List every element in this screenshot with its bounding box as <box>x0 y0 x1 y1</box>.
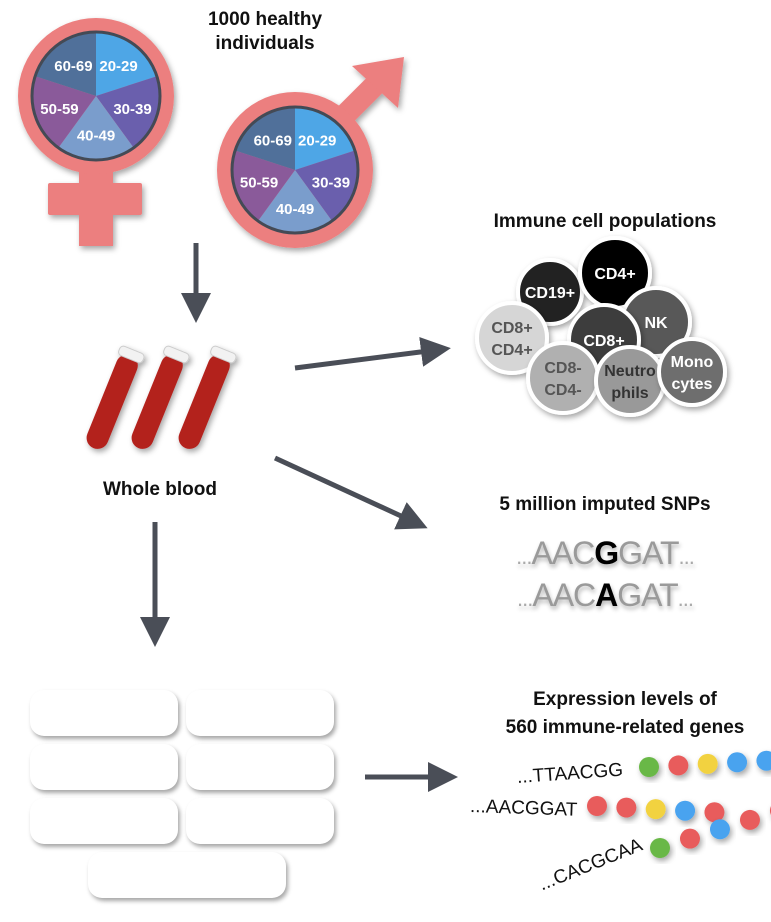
snp-sequence-2: ...AACAGAT... <box>517 577 694 613</box>
expression-bead <box>697 753 718 774</box>
age-label: 30-39 <box>113 101 151 118</box>
expression-bead <box>616 797 637 818</box>
pie-border <box>230 105 360 235</box>
cell-neutrophils: Neutro phils <box>594 345 666 417</box>
age-slice-50-59 <box>32 76 96 148</box>
stimulus-bcg: BCG <box>30 798 178 844</box>
svg-text:CD4+: CD4+ <box>594 266 635 283</box>
age-slice-60-69 <box>235 107 295 170</box>
svg-text:CD19+: CD19+ <box>525 285 575 302</box>
stimulus-e-coli: E. coli <box>30 690 178 736</box>
svg-text:CD8+: CD8+ <box>491 320 532 337</box>
cell-cd8-cd4-: CD8+ CD4+ <box>475 301 549 375</box>
age-slice-50-59 <box>232 150 295 221</box>
svg-text:Neutro: Neutro <box>604 363 656 380</box>
age-label: 20-29 <box>298 132 336 149</box>
snp-sequence-1: ...AACGGAT... <box>516 535 695 571</box>
snps-title: 5 million imputed SNPs <box>499 494 711 515</box>
expression-bead <box>679 828 700 849</box>
svg-text:CD8+: CD8+ <box>583 333 624 350</box>
expression-bead <box>756 750 771 771</box>
age-label: 40-49 <box>77 127 115 144</box>
svg-text:cytes: cytes <box>672 376 713 393</box>
age-label: 50-59 <box>40 101 78 118</box>
immune-title: Immune cell populations <box>493 211 717 232</box>
svg-text:CD8-: CD8- <box>544 360 581 377</box>
snp-variant: A <box>595 577 618 613</box>
svg-text:CD4+: CD4+ <box>491 342 532 359</box>
age-label: 50-59 <box>240 175 278 192</box>
age-slice-30-39 <box>96 76 161 148</box>
male-age-pie: 20-29 30-39 40-49 50-59 60-69 <box>230 105 360 235</box>
age-slice-60-69 <box>35 32 96 96</box>
expression-bead <box>727 752 748 773</box>
title-individuals: 1000 healthy individuals <box>207 9 323 54</box>
gene-sequence-2: ...AACGGAT <box>469 796 578 821</box>
age-slice-30-39 <box>295 150 358 221</box>
age-slice-20-29 <box>96 32 157 96</box>
expression-bead <box>668 755 689 776</box>
blood-tubes <box>86 345 237 449</box>
age-label: 60-69 <box>254 132 292 149</box>
cell-cd8-cd4-: CD8- CD4- <box>526 341 600 415</box>
age-label: 30-39 <box>312 175 350 192</box>
expression-title-line2: 560 immune-related genes <box>505 717 745 738</box>
age-label: 40-49 <box>276 201 314 218</box>
flow-arrows <box>140 243 458 792</box>
cell-cd19-: CD19+ <box>516 258 584 326</box>
stimulus-influenza: Influenza <box>186 744 334 790</box>
arrow-blood-to-cells <box>294 337 451 371</box>
expression-bead <box>739 809 760 830</box>
expression-bead <box>639 757 659 777</box>
age-label: 60-69 <box>54 58 92 75</box>
expression-bead <box>704 802 725 823</box>
stimulus-c-albicans: C. albicans <box>186 690 334 736</box>
immune-cells: CD19+CD4+NKCD8+CD4+CD8+CD8-CD4-Neutrophi… <box>475 236 727 417</box>
snp-variant: G <box>594 535 619 571</box>
female-age-pie: 20-29 30-39 40-49 50-59 60-69 <box>30 30 162 162</box>
age-label: 20-29 <box>99 58 137 75</box>
svg-text:Mono: Mono <box>671 354 714 371</box>
svg-text:NK: NK <box>644 315 668 332</box>
age-slice-20-29 <box>295 107 355 170</box>
expression-beads <box>587 750 771 858</box>
age-slice-40-49 <box>58 96 134 160</box>
cell-monocytes: Mono cytes <box>657 337 727 407</box>
arrow-blood-to-snps <box>273 455 428 530</box>
stimulus-s-aureus: S. aureus <box>30 744 178 790</box>
svg-text:CD4-: CD4- <box>544 382 581 399</box>
expression-bead <box>709 819 730 840</box>
age-slice-40-49 <box>257 170 333 234</box>
stimulus-seb: SEB <box>186 798 334 844</box>
svg-text:phils: phils <box>611 385 648 402</box>
expression-bead <box>650 838 670 858</box>
expression-bead <box>675 800 696 821</box>
whole-blood-label: Whole blood <box>103 479 217 500</box>
pie-border <box>30 30 162 162</box>
expression-title-line1: Expression levels of <box>533 689 717 710</box>
expression-bead <box>645 799 666 820</box>
stimulus-non-stimulated: Non stimulated <box>88 852 286 898</box>
expression-bead <box>587 796 607 816</box>
